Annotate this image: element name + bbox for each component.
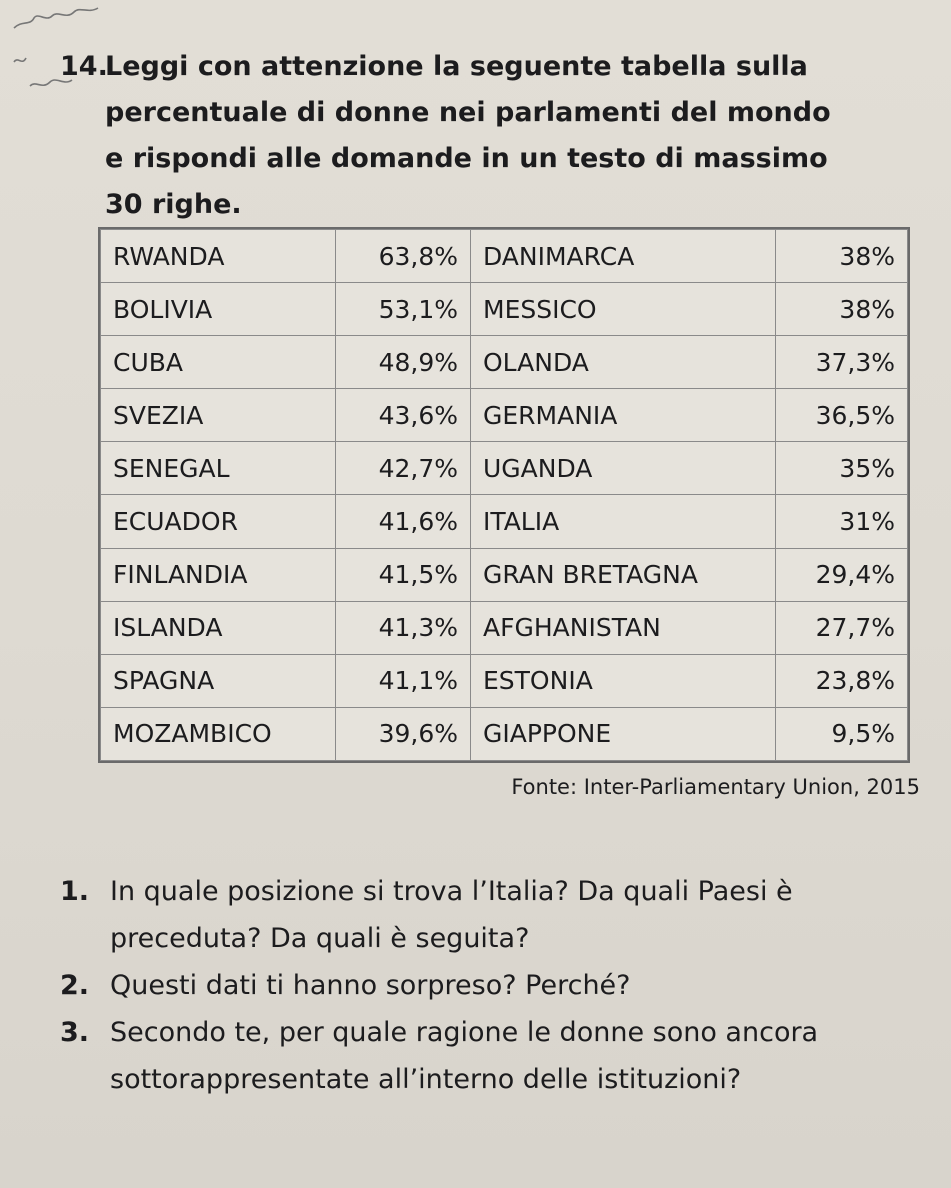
country-cell: MESSICO: [470, 282, 776, 337]
percentage-cell: 41,3%: [335, 600, 471, 655]
table-row: CUBA 48,9% OLANDA 37,3%: [100, 335, 908, 390]
table-row: SENEGAL 42,7% UGANDA 35%: [100, 441, 908, 496]
country-cell: RWANDA: [100, 228, 336, 284]
country-cell: SENEGAL: [100, 441, 336, 496]
percentage-cell: 29,4%: [775, 547, 908, 602]
table-row: RWANDA 63,8% DANIMARCA 38%: [100, 228, 908, 284]
percentage-cell: 63,8%: [335, 228, 471, 284]
country-cell: FINLANDIA: [100, 547, 336, 602]
country-cell: ESTONIA: [470, 653, 776, 708]
table-row: SVEZIA 43,6% GERMANIA 36,5%: [100, 388, 908, 443]
percentage-cell: 31%: [775, 494, 908, 549]
country-cell: SVEZIA: [100, 388, 336, 443]
instruction-line: Leggi con attenzione la seguente tabella…: [105, 51, 808, 82]
country-cell: MOZAMBICO: [100, 706, 336, 762]
question-number: 1.: [60, 876, 90, 907]
question-text: Questi dati ti hanno sorpreso? Perché?: [110, 970, 631, 1001]
instruction-line: percentuale di donne nei parlamenti del …: [105, 97, 831, 128]
questions-list: 1. In quale posizione si trova l’Italia?…: [60, 868, 940, 1103]
exercise-number: 14.: [60, 51, 108, 82]
percentage-cell: 36,5%: [775, 388, 908, 443]
question-item: 1. In quale posizione si trova l’Italia?…: [60, 868, 940, 962]
table-row: FINLANDIA 41,5% GRAN BRETAGNA 29,4%: [100, 547, 908, 602]
percentage-cell: 41,6%: [335, 494, 471, 549]
country-cell: CUBA: [100, 335, 336, 390]
table-source: Fonte: Inter-Parliamentary Union, 2015: [511, 775, 920, 799]
exercise-instructions: 14.Leggi con attenzione la seguente tabe…: [60, 44, 920, 228]
percentage-cell: 41,5%: [335, 547, 471, 602]
country-cell: UGANDA: [470, 441, 776, 496]
percentage-cell: 53,1%: [335, 282, 471, 337]
percentage-cell: 35%: [775, 441, 908, 496]
table-row: ISLANDA 41,3% AFGHANISTAN 27,7%: [100, 600, 908, 655]
percentage-cell: 42,7%: [335, 441, 471, 496]
percentage-cell: 9,5%: [775, 706, 908, 762]
percentage-cell: 48,9%: [335, 335, 471, 390]
instruction-line: e rispondi alle domande in un testo di m…: [105, 143, 828, 174]
women-parliament-table: RWANDA 63,8% DANIMARCA 38% BOLIVIA 53,1%…: [98, 227, 910, 763]
country-cell: BOLIVIA: [100, 282, 336, 337]
country-cell: ISLANDA: [100, 600, 336, 655]
country-cell: ITALIA: [470, 494, 776, 549]
question-item: 2. Questi dati ti hanno sorpreso? Perché…: [60, 962, 940, 1009]
percentage-cell: 27,7%: [775, 600, 908, 655]
country-cell: DANIMARCA: [470, 228, 776, 284]
percentage-cell: 23,8%: [775, 653, 908, 708]
country-cell: GERMANIA: [470, 388, 776, 443]
country-cell: ECUADOR: [100, 494, 336, 549]
country-cell: GIAPPONE: [470, 706, 776, 762]
instruction-line: 30 righe.: [105, 189, 242, 220]
percentage-cell: 38%: [775, 282, 908, 337]
table-row: MOZAMBICO 39,6% GIAPPONE 9,5%: [100, 706, 908, 762]
country-cell: OLANDA: [470, 335, 776, 390]
percentage-cell: 41,1%: [335, 653, 471, 708]
percentage-cell: 43,6%: [335, 388, 471, 443]
table-row: SPAGNA 41,1% ESTONIA 23,8%: [100, 653, 908, 708]
table-row: ECUADOR 41,6% ITALIA 31%: [100, 494, 908, 549]
question-number: 3.: [60, 1017, 90, 1048]
percentage-cell: 39,6%: [335, 706, 471, 762]
percentage-cell: 37,3%: [775, 335, 908, 390]
country-cell: AFGHANISTAN: [470, 600, 776, 655]
question-item: 3. Secondo te, per quale ragione le donn…: [60, 1009, 940, 1103]
country-cell: GRAN BRETAGNA: [470, 547, 776, 602]
table-row: BOLIVIA 53,1% MESSICO 38%: [100, 282, 908, 337]
country-cell: SPAGNA: [100, 653, 336, 708]
question-number: 2.: [60, 970, 90, 1001]
question-text: In quale posizione si trova l’Italia? Da…: [110, 876, 793, 954]
question-text: Secondo te, per quale ragione le donne s…: [110, 1017, 819, 1095]
percentage-cell: 38%: [775, 228, 908, 284]
